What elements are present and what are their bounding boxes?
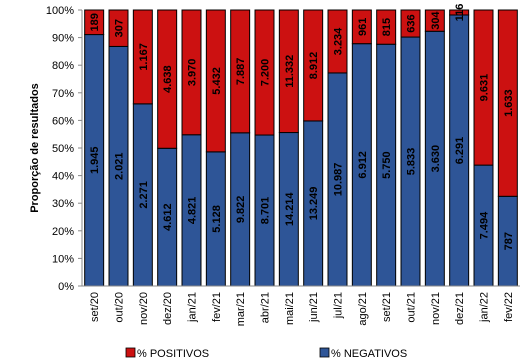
bar-positivos — [449, 9, 470, 16]
y-tick-label: 100% — [46, 5, 74, 17]
x-tick-label: nov/21 — [430, 292, 442, 325]
y-axis-title-group: Proporção de resultados — [29, 83, 41, 213]
x-tick-label: out/20 — [114, 292, 126, 323]
y-tick-label: 90% — [52, 33, 74, 45]
bar-positivos — [254, 9, 275, 136]
data-label-negativos: 2.271 — [138, 181, 150, 209]
data-label-negativos: 5.833 — [406, 148, 418, 176]
bar-positivos — [205, 9, 226, 153]
data-label-positivos: 7.887 — [235, 58, 247, 86]
legend-swatch-positivos — [125, 347, 136, 358]
bar-positivos — [400, 9, 421, 38]
data-label-positivos: 1.167 — [138, 43, 150, 71]
legend-label-positivos: % POSITIVOS — [137, 348, 209, 360]
x-tick-label: jun/21 — [308, 292, 320, 323]
data-label-negativos: 2.021 — [114, 152, 126, 180]
data-label-positivos: 961 — [357, 18, 369, 36]
x-tick-label: dez/20 — [162, 292, 174, 325]
data-label-negativos: 13.249 — [308, 187, 320, 221]
bar-positivos — [157, 9, 178, 149]
data-label-positivos: 7.200 — [260, 59, 272, 87]
y-axis-title: Proporção de resultados — [29, 83, 41, 213]
data-label-positivos: 8.912 — [308, 52, 320, 80]
data-label-negativos: 5.750 — [381, 151, 393, 179]
data-label-positivos: 815 — [381, 18, 393, 36]
data-label-negativos: 7.494 — [479, 211, 491, 239]
data-label-positivos: 3.234 — [333, 27, 345, 55]
x-tick-label: out/21 — [406, 292, 418, 323]
data-label-negativos: 4.821 — [187, 197, 199, 225]
y-tick-label: 30% — [52, 198, 74, 210]
data-label-positivos: 3.970 — [187, 59, 199, 87]
x-tick-label: set/20 — [89, 292, 101, 322]
data-labels: 1.945 189 2.021 307 2.271 1.167 4.612 4.638 4.82… — [89, 4, 515, 251]
x-tick-label: nov/20 — [138, 292, 150, 325]
data-label-positivos: 116 — [454, 4, 466, 22]
bar-positivos — [108, 9, 129, 47]
data-label-negativos: 787 — [503, 232, 515, 250]
bar-positivos — [327, 9, 348, 74]
x-tick-label: mai/21 — [284, 292, 296, 325]
data-label-negativos: 14.214 — [284, 192, 296, 227]
data-label-positivos: 5.432 — [211, 67, 223, 95]
data-label-negativos: 4.612 — [162, 203, 174, 231]
legend: % POSITIVOS % NEGATIVOS — [125, 347, 407, 360]
data-label-positivos: 1.633 — [503, 89, 515, 117]
y-tick-label: 20% — [52, 226, 74, 238]
data-label-negativos: 5.128 — [211, 205, 223, 233]
y-tick-label: 40% — [52, 171, 74, 183]
bars — [84, 9, 518, 287]
bar-positivos — [473, 9, 494, 166]
bar-positivos — [278, 9, 299, 134]
data-label-positivos: 304 — [430, 11, 442, 30]
data-label-negativos: 6.912 — [357, 151, 369, 179]
bar-positivos — [84, 9, 105, 36]
legend-swatch-negativos — [319, 347, 330, 358]
data-label-positivos: 636 — [406, 14, 418, 32]
legend-label-negativos: % NEGATIVOS — [331, 348, 407, 360]
data-label-positivos: 11.332 — [284, 55, 296, 88]
bar-positivos — [230, 9, 251, 134]
bar-positivos — [497, 9, 518, 197]
y-tick-label: 80% — [52, 60, 74, 72]
data-label-positivos: 307 — [114, 19, 126, 37]
data-label-positivos: 4.638 — [162, 65, 174, 93]
bar-positivos — [132, 9, 153, 105]
data-label-negativos: 1.945 — [89, 147, 101, 175]
data-label-positivos: 189 — [89, 13, 101, 31]
x-tick-label: jan/21 — [187, 292, 199, 323]
bar-positivos — [181, 9, 202, 136]
y-axis-ticks: 0% 10% 20% 30% 40% 50% 60% 70% 80% 90% 100% — [46, 5, 82, 293]
x-tick-label: dez/21 — [454, 292, 466, 325]
data-label-negativos: 3.630 — [430, 145, 442, 173]
data-label-negativos: 8.701 — [260, 197, 272, 225]
x-tick-label: set/21 — [381, 292, 393, 322]
x-axis-ticks: set/20 out/20 nov/20 dez/20 jan/21 fev/21 mar/… — [89, 292, 515, 326]
data-label-negativos: 10.987 — [333, 163, 345, 197]
bar-positivos — [376, 9, 397, 45]
x-tick-label: fev/21 — [211, 292, 223, 322]
x-tick-label: jan/22 — [479, 292, 491, 323]
data-label-negativos: 9.822 — [235, 196, 247, 224]
bar-positivos — [424, 9, 445, 32]
bar-positivos — [351, 9, 372, 45]
data-label-positivos: 9.631 — [479, 74, 491, 102]
y-tick-label: 50% — [52, 143, 74, 155]
x-tick-label: fev/22 — [503, 292, 515, 322]
x-tick-label: jul/21 — [333, 292, 345, 319]
x-tick-label: abr/21 — [260, 292, 272, 323]
y-tick-label: 0% — [58, 281, 74, 293]
y-tick-label: 70% — [52, 88, 74, 100]
y-tick-label: 10% — [52, 253, 74, 265]
x-tick-label: ago/21 — [357, 292, 369, 326]
data-label-negativos: 6.291 — [454, 137, 466, 165]
x-tick-label: mar/21 — [235, 292, 247, 326]
y-tick-label: 60% — [52, 115, 74, 127]
bar-positivos — [303, 9, 324, 122]
